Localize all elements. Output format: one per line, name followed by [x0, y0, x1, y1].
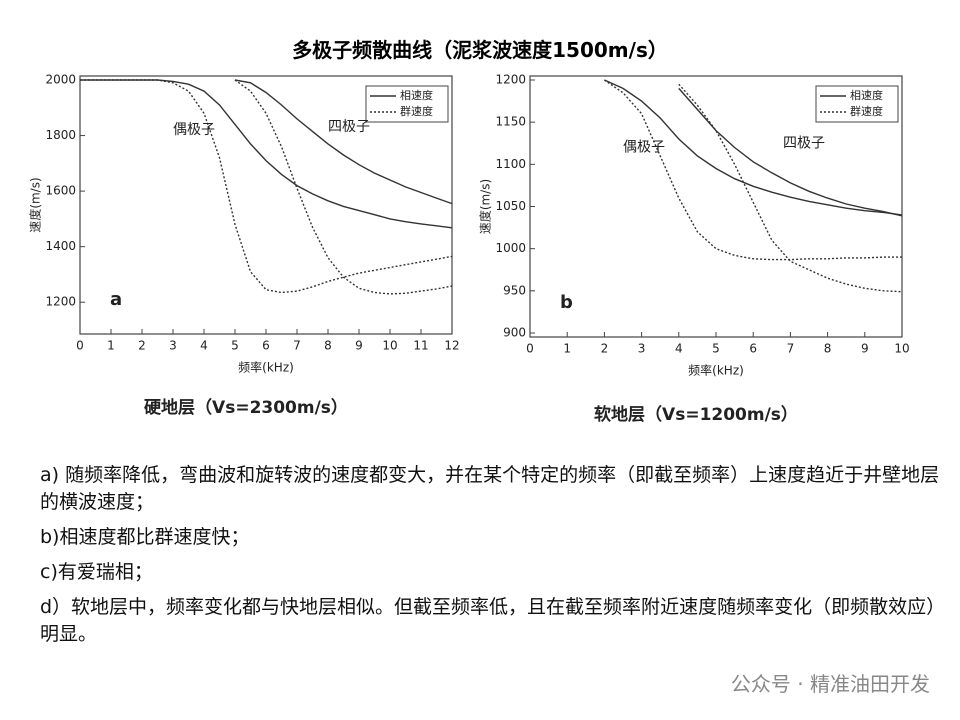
x-tick-label: 0 [76, 339, 84, 353]
x-tick-label: 1 [107, 339, 115, 353]
y-tick-label: 1050 [495, 199, 526, 213]
annotation: 偶极子 [623, 139, 665, 155]
x-tick-label: 6 [262, 339, 270, 353]
x-tick-label: 12 [444, 339, 459, 353]
y-tick-label: 1200 [45, 295, 76, 309]
y-tick-label: 1600 [45, 184, 76, 198]
y-tick-label: 950 [503, 283, 526, 297]
panel-label: a [110, 289, 122, 310]
y-tick-label: 1000 [495, 241, 526, 255]
note: c)有爱瑞相； [40, 561, 153, 583]
x-tick-label: 10 [382, 339, 397, 353]
x-tick-label: 3 [638, 342, 646, 356]
legend-label: 相速度 [400, 88, 433, 102]
curve [604, 79, 902, 261]
y-tick-label: 1150 [495, 115, 526, 129]
legend-label: 相速度 [850, 88, 883, 102]
curve [604, 79, 903, 216]
note: a) 随频率降低，弯曲波和旋转波的速度都变大，并在某个特定的频率（即截至频率）上… [40, 464, 940, 513]
y-tick-label: 1400 [45, 239, 76, 253]
x-axis-label: 频率(kHz) [688, 363, 744, 378]
x-tick-label: 9 [861, 342, 869, 356]
x-tick-label: 1 [563, 342, 571, 356]
panel-label: b [560, 292, 573, 313]
y-tick-label: 1200 [495, 73, 526, 87]
y-tick-label: 1100 [495, 157, 526, 171]
x-tick-label: 2 [601, 342, 609, 356]
note: d）软地层中，频率变化都与快地层相似。但截至频率低，且在截至频率附近速度随频率变… [40, 596, 936, 645]
y-tick-label: 1800 [45, 128, 76, 142]
x-tick-label: 4 [675, 342, 683, 356]
y-tick-label: 900 [503, 326, 526, 340]
chart-caption: 软地层（Vs=1200m/s） [594, 404, 798, 425]
annotation: 四极子 [783, 135, 825, 151]
x-tick-label: 7 [293, 339, 301, 353]
legend-box [365, 85, 449, 123]
notes: a) 随频率降低，弯曲波和旋转波的速度都变大，并在某个特定的频率（即截至频率）上… [40, 462, 940, 656]
y-tick-label: 2000 [45, 73, 76, 87]
page-title: 多极子频散曲线（泥浆波速度1500m/s） [292, 38, 668, 62]
annotation: 偶极子 [173, 122, 215, 138]
curve [678, 87, 903, 217]
x-tick-label: 2 [138, 339, 146, 353]
x-tick-label: 8 [324, 339, 332, 353]
x-tick-label: 10 [894, 342, 909, 356]
x-tick-label: 3 [169, 339, 177, 353]
legend-box [815, 85, 899, 123]
curve [234, 79, 453, 295]
curve [80, 79, 453, 294]
x-axis-label: 频率(kHz) [238, 360, 294, 375]
x-tick-label: 0 [526, 342, 534, 356]
x-tick-label: 8 [824, 342, 832, 356]
x-tick-label: 11 [413, 339, 428, 353]
curve [234, 79, 453, 205]
annotation: 四极子 [328, 119, 370, 135]
x-tick-label: 4 [200, 339, 208, 353]
note: b)相速度都比群速度快； [40, 526, 250, 548]
y-axis-label: 速度(m/s) [28, 177, 43, 232]
x-tick-label: 5 [712, 342, 720, 356]
legend-label: 群速度 [850, 104, 883, 118]
x-tick-label: 9 [355, 339, 363, 353]
x-tick-label: 7 [787, 342, 795, 356]
y-axis-label: 速度(m/s) [478, 179, 493, 234]
chart-caption: 硬地层（Vs=2300m/s） [144, 397, 348, 418]
x-tick-label: 6 [749, 342, 757, 356]
x-tick-label: 5 [231, 339, 239, 353]
legend-label: 群速度 [400, 104, 433, 118]
watermark: 公众号 · 精准油田开发 [730, 672, 930, 696]
